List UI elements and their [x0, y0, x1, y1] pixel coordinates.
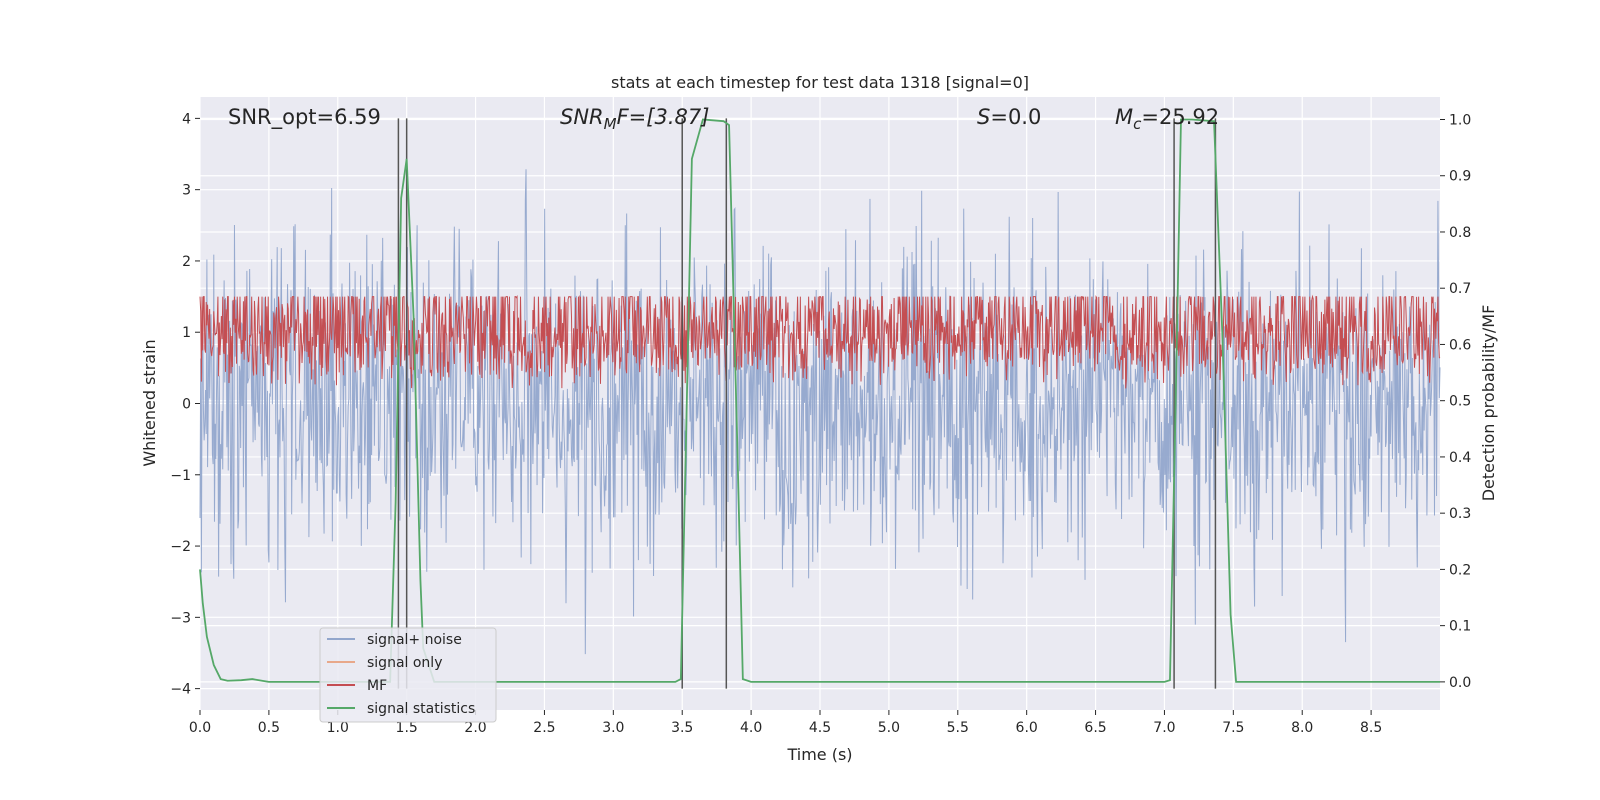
y-tick-right-label-8: 0.2: [1449, 562, 1471, 578]
x-axis-label: Time (s): [786, 745, 852, 764]
x-tick-label-9: 4.5: [809, 720, 831, 736]
legend: signal+ noise signal only MF signal stat…: [319, 627, 497, 723]
y-tick-left-label-3: 1: [182, 325, 191, 341]
legend-label-mf: MF: [367, 678, 387, 694]
y-tick-left-label-1: 3: [182, 183, 191, 199]
annotation-snr-mf-rest: F=[3.87]: [617, 105, 710, 129]
y-tick-right-label-7: 0.3: [1449, 506, 1471, 522]
x-tick-label-6: 3.0: [602, 720, 624, 736]
x-tick-label-14: 7.0: [1153, 720, 1175, 736]
x-tick-label-1: 0.5: [258, 720, 280, 736]
annotation-mc-rest: =25.92: [1141, 105, 1219, 129]
y-tick-right-label-6: 0.4: [1449, 450, 1471, 466]
y-tick-right-label-0: 1.0: [1449, 112, 1471, 128]
y-ticks-right: 1.0 0.9 0.8 0.7 0.6 0.5 0.4 0.3 0.2 0.1 0.0: [1440, 112, 1471, 691]
legend-label-signal-plus-noise: signal+ noise: [367, 632, 462, 648]
legend-label-signal-statistics: signal statistics: [367, 701, 475, 717]
annotation-snr-mf: SNRMF=[3.87]: [560, 105, 709, 133]
y-axis-label-right: Detection probability/MF: [1479, 305, 1498, 502]
annotation-snr-mf-main: SNR: [560, 105, 604, 129]
y-tick-right-label-4: 0.6: [1449, 337, 1471, 353]
x-tick-label-0: 0.0: [189, 720, 211, 736]
series-signal-statistics: [199, 118, 1440, 683]
x-tick-label-16: 8.0: [1291, 720, 1313, 736]
x-ticks: 0.0 0.5 1.0 1.5 2.0 2.5 3.0 3.5 4.0 4.5 5.0 5.5 6.0 6…: [189, 710, 1382, 736]
x-tick-label-11: 5.5: [947, 720, 969, 736]
y-tick-left-label-7: −3: [170, 610, 191, 626]
signal-statistics-line: [199, 118, 1440, 683]
x-tick-label-5: 2.5: [533, 720, 555, 736]
annotation-s-main: S: [977, 105, 990, 129]
chart-title: stats at each timestep for test data 131…: [611, 73, 1029, 92]
y-tick-right-label-1: 0.9: [1449, 169, 1471, 185]
annotation-mc: Mc=25.92: [1115, 105, 1219, 133]
legend-label-signal-only: signal only: [367, 655, 442, 671]
annotation-mc-main: M: [1115, 105, 1133, 129]
y-tick-left-label-4: 0: [182, 397, 191, 413]
legend-box: [319, 627, 497, 723]
y-tick-right-label-5: 0.5: [1449, 394, 1471, 410]
annotation-mc-sub: c: [1133, 115, 1142, 133]
y-axis-label-left: Whitened strain: [140, 339, 159, 466]
x-tick-label-12: 6.0: [1016, 720, 1038, 736]
y-ticks-left: 4 3 2 1 0 −1 −2 −3 −4: [170, 111, 200, 698]
x-tick-label-4: 2.0: [464, 720, 486, 736]
x-tick-label-3: 1.5: [396, 720, 418, 736]
y-tick-left-label-8: −4: [170, 682, 191, 698]
y-tick-left-label-5: −1: [170, 468, 191, 484]
y-tick-left-label-0: 4: [182, 111, 191, 127]
annotation-snr-opt: SNR_opt=6.59: [228, 105, 381, 130]
y-tick-left-label-2: 2: [182, 254, 191, 270]
x-tick-label-2: 1.0: [327, 720, 349, 736]
annotation-snr-mf-sub: M: [604, 115, 617, 133]
y-tick-left-label-6: −2: [170, 539, 191, 555]
y-tick-right-label-10: 0.0: [1449, 675, 1471, 691]
x-tick-label-10: 5.0: [878, 720, 900, 736]
vertical-markers: [397, 118, 1217, 689]
x-tick-label-15: 7.5: [1222, 720, 1244, 736]
x-tick-label-8: 4.0: [740, 720, 762, 736]
y-tick-right-label-3: 0.7: [1449, 281, 1471, 297]
annotation-s-rest: =0.0: [990, 105, 1041, 129]
y-tick-right-label-9: 0.1: [1449, 619, 1471, 635]
x-tick-label-13: 6.5: [1084, 720, 1106, 736]
x-tick-label-17: 8.5: [1360, 720, 1382, 736]
annotation-s: S=0.0: [977, 105, 1041, 129]
x-tick-label-7: 3.5: [671, 720, 693, 736]
y-tick-right-label-2: 0.8: [1449, 225, 1471, 241]
